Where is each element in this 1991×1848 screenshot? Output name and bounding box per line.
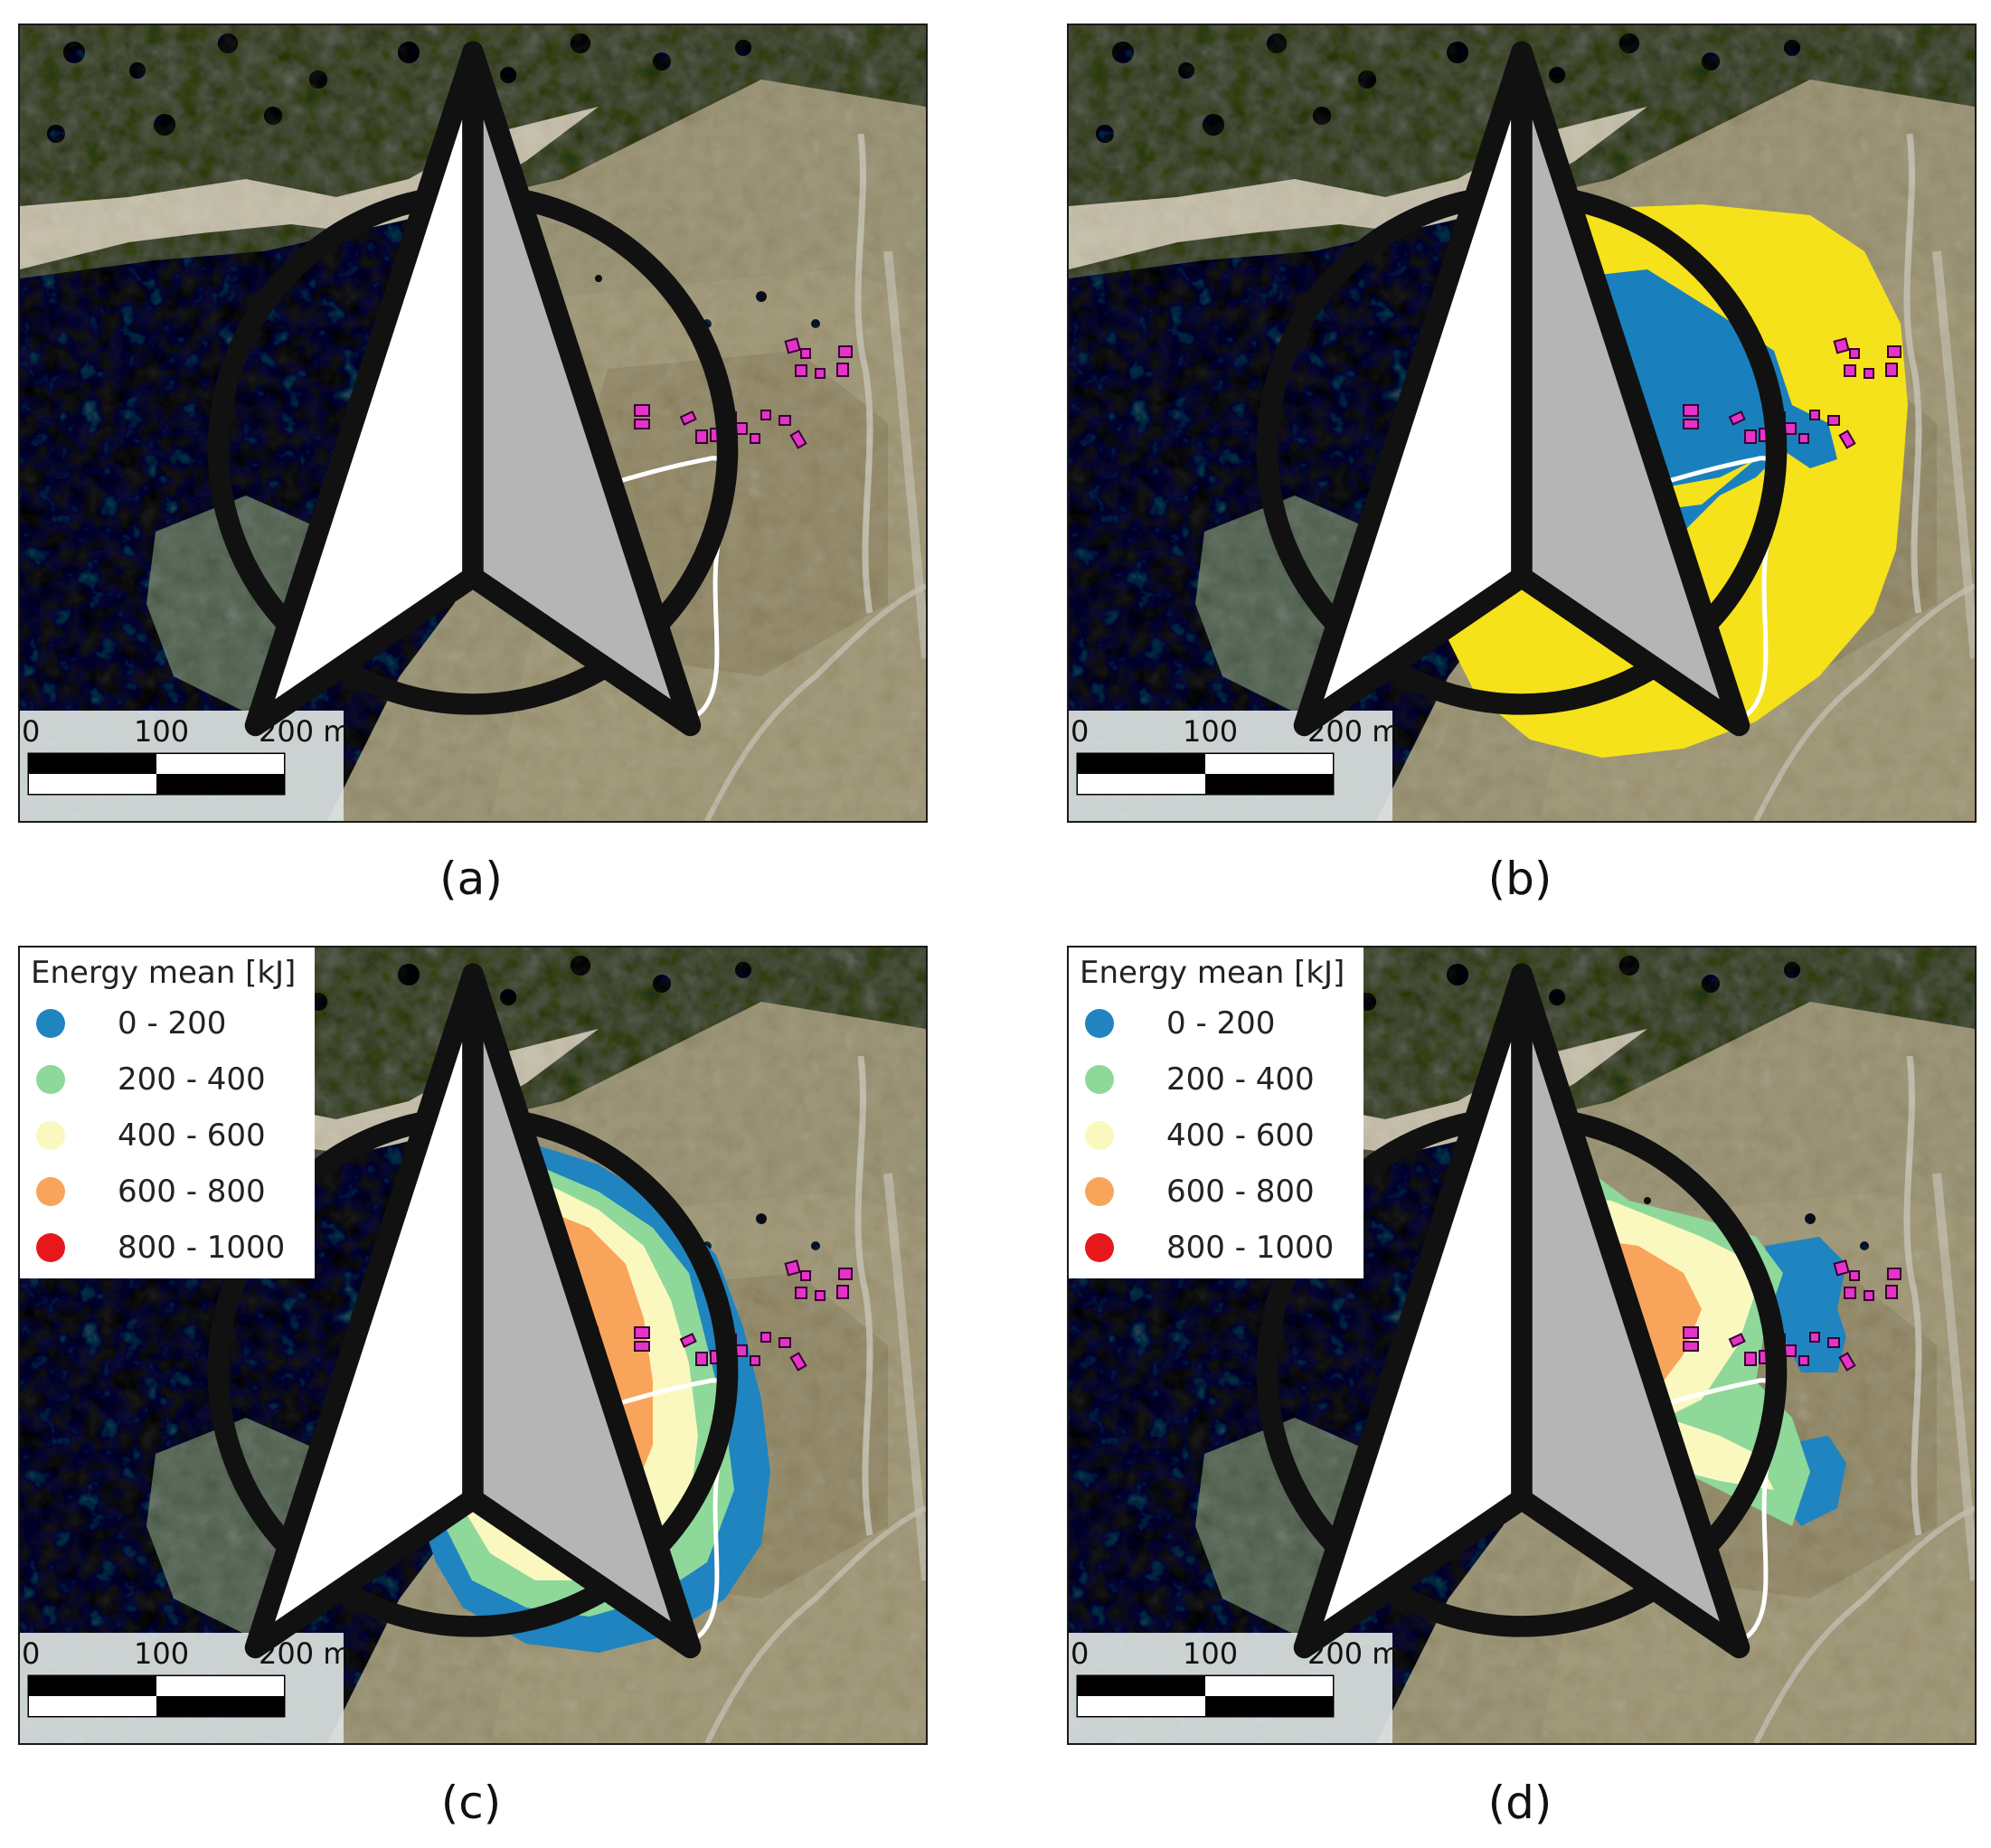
legend-swatch-icon [36,1233,65,1262]
map-panel-c: 0 100 200 m Energy mean [kJ] 0 - 200 200… [18,946,928,1745]
legend-item: 600 - 800 [36,1174,266,1210]
caption-a: (a) [439,853,503,905]
legend-item: 400 - 600 [36,1117,266,1154]
legend-item: 400 - 600 [1085,1117,1315,1154]
scale-label-0: 0 [22,1636,41,1671]
scale-label-100: 100 [134,714,190,749]
legend-swatch-icon [1085,1009,1114,1038]
legend-swatch-icon [1085,1121,1114,1150]
legend-item: 0 - 200 [36,1005,226,1042]
legend-title: Energy mean [kJ] [1080,955,1345,991]
legend-swatch-icon [36,1121,65,1150]
legend-swatch-icon [1085,1233,1114,1262]
map-panel-a: 0 100 200 m [18,24,928,823]
legend-item: 800 - 1000 [1085,1230,1334,1266]
legend-swatch-icon [36,1009,65,1038]
scale-label-100: 100 [1183,1636,1239,1671]
legend-swatch-icon [36,1177,65,1206]
energy-legend: Energy mean [kJ] 0 - 200 200 - 400 400 -… [20,948,315,1278]
scale-label-100: 100 [134,1636,190,1671]
legend-swatch-icon [1085,1065,1114,1094]
legend-item: 600 - 800 [1085,1174,1315,1210]
caption-c: (c) [440,1777,502,1829]
map-panel-d: 0 100 200 m Energy mean [kJ] 0 - 200 200… [1067,946,1977,1745]
legend-item: 0 - 200 [1085,1005,1275,1042]
north-arrow-icon [20,25,926,821]
map-panel-b: 0 100 200 m [1067,24,1977,823]
scale-label-0: 0 [22,714,41,749]
legend-swatch-icon [36,1065,65,1094]
north-arrow-icon [1069,25,1975,821]
energy-legend: Energy mean [kJ] 0 - 200 200 - 400 400 -… [1069,948,1364,1278]
caption-b: (b) [1487,853,1552,905]
scale-label-100: 100 [1183,714,1239,749]
scale-label-0: 0 [1071,1636,1090,1671]
scale-label-0: 0 [1071,714,1090,749]
legend-item: 800 - 1000 [36,1230,285,1266]
caption-d: (d) [1487,1777,1552,1829]
legend-title: Energy mean [kJ] [31,955,297,991]
legend-swatch-icon [1085,1177,1114,1206]
legend-item: 200 - 400 [1085,1061,1315,1098]
legend-item: 200 - 400 [36,1061,266,1098]
